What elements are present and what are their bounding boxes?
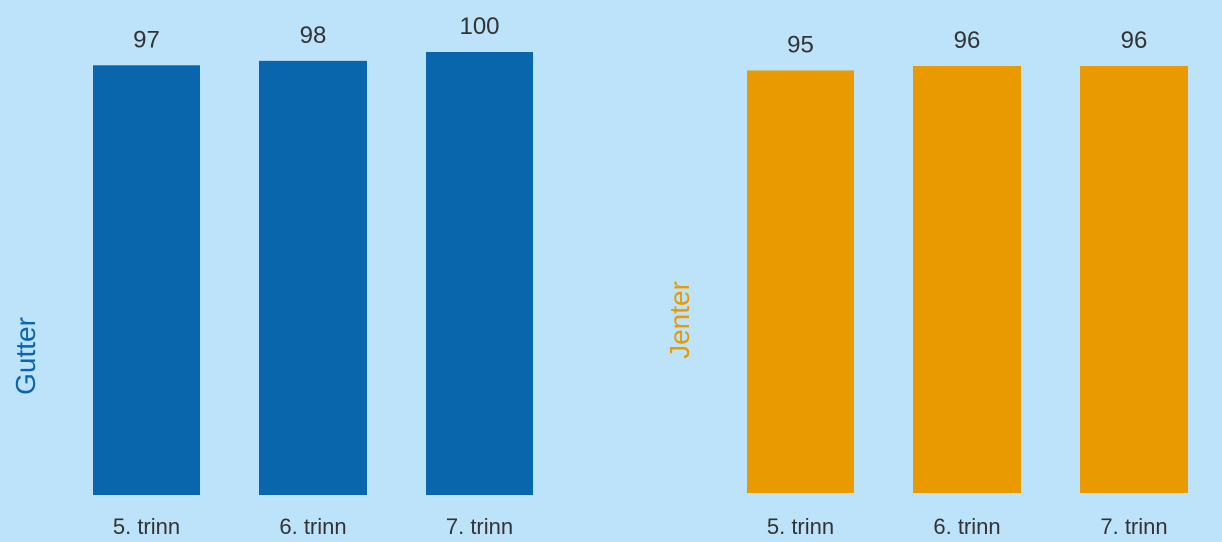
x-tick-label-jenter-1: 5. trinn	[767, 514, 834, 539]
data-label-gutter-3: 100	[459, 13, 499, 40]
y-axis-title-jenter: Jenter	[664, 281, 695, 359]
bar-jenter-2	[913, 66, 1021, 493]
bar-jenter-1	[747, 70, 854, 494]
x-tick-label-gutter-3: 7. trinn	[446, 514, 513, 539]
x-tick-label-jenter-2: 6. trinn	[933, 514, 1000, 539]
x-tick-label-gutter-1: 5. trinn	[113, 514, 180, 539]
bar-jenter-3	[1080, 66, 1188, 493]
data-label-gutter-2: 98	[300, 22, 327, 49]
x-tick-label-gutter-2: 6. trinn	[279, 514, 346, 539]
data-label-jenter-1: 95	[787, 31, 814, 58]
bar-gutter-2	[259, 60, 367, 496]
x-tick-label-jenter-3: 7. trinn	[1100, 514, 1167, 539]
chart-gutter: Gutter 97 5. trinn 98 6. trinn 100 7. trinn	[10, 13, 563, 539]
data-label-gutter-1: 97	[133, 26, 160, 53]
data-label-jenter-2: 96	[954, 27, 981, 54]
data-label-jenter-3: 96	[1121, 27, 1148, 54]
bar-gutter-3	[426, 52, 533, 495]
bar-gutter-1	[93, 65, 200, 495]
y-axis-title-gutter: Gutter	[10, 317, 41, 395]
chart-gutter-svg: Gutter 97 5. trinn 98 6. trinn 100 7. trinn	[10, 13, 563, 539]
chart-jenter: Jenter 95 5. trinn 96 6. trinn 96 7. trinn	[611, 0, 1222, 542]
chart-jenter-svg: Jenter 95 5. trinn 96 6. trinn 96 7. trinn	[664, 27, 1222, 539]
